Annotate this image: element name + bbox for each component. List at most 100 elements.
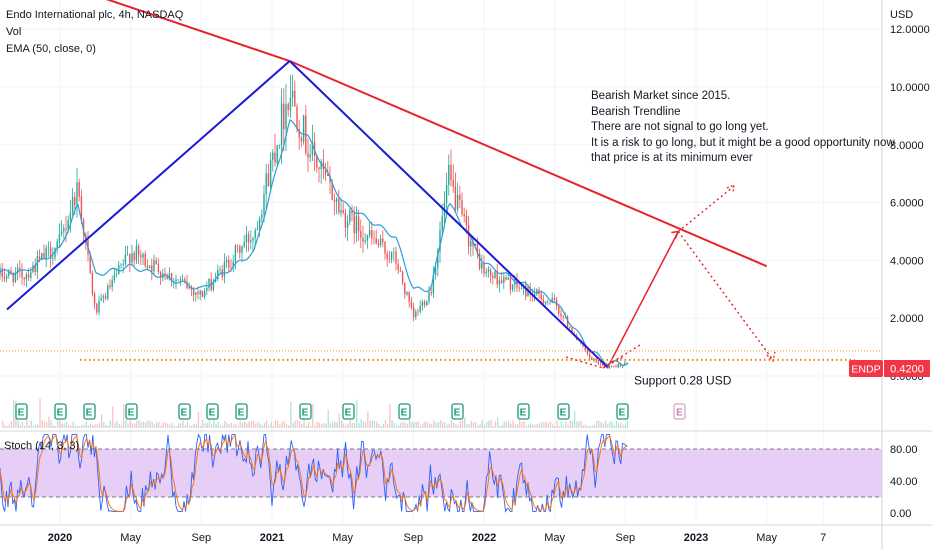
volume-bar — [107, 425, 109, 428]
volume-bar — [120, 424, 123, 428]
volume-bar — [571, 420, 574, 428]
ticker-tag — [849, 360, 883, 377]
candle-body — [476, 243, 479, 254]
volume-bar — [439, 420, 442, 428]
volume-bar — [142, 421, 145, 428]
candle-body — [96, 303, 98, 313]
candle-body — [520, 288, 523, 290]
volume-bar — [189, 425, 191, 428]
candle-body — [247, 234, 250, 243]
earnings-marker — [299, 403, 312, 420]
candle-body — [419, 305, 421, 312]
volume-bar — [541, 422, 543, 428]
candle-body — [617, 363, 619, 368]
stoch-tick-label: 40.00 — [890, 476, 918, 488]
candle-body — [131, 253, 133, 263]
candle-body — [203, 291, 206, 297]
volume-bar — [235, 423, 237, 428]
candle-body — [351, 210, 353, 214]
candle-body — [267, 173, 270, 187]
candle-body — [201, 290, 204, 297]
candle-body — [100, 297, 102, 301]
candle-body — [388, 258, 391, 260]
volume-bar — [382, 424, 384, 428]
volume-bar — [567, 424, 569, 428]
volume-bar — [239, 421, 241, 428]
volume-bar — [41, 420, 43, 428]
candle-body — [65, 228, 67, 230]
volume-bar — [486, 421, 488, 428]
volume-bar — [294, 420, 296, 428]
volume-bar — [569, 420, 571, 428]
candle-body — [142, 253, 144, 258]
volume-bar — [448, 423, 450, 428]
earnings-letter: E — [86, 408, 93, 419]
volume-bar — [384, 420, 387, 428]
volume-bar — [272, 425, 274, 428]
candle-body — [252, 237, 254, 241]
stoch-k-line — [0, 433, 628, 513]
candle-body — [23, 277, 25, 280]
volume-bar — [162, 422, 164, 428]
candle-body — [401, 271, 404, 284]
volume-bar — [224, 421, 226, 428]
candle-body — [509, 277, 512, 290]
volume-bar — [158, 421, 160, 428]
volume-bar — [415, 421, 417, 428]
volume-bar — [323, 423, 325, 428]
earnings-letter: E — [345, 408, 352, 419]
candle-body — [153, 260, 155, 272]
volume-bar — [461, 420, 464, 428]
candle-body — [452, 179, 454, 187]
earnings-letter: E — [619, 408, 626, 419]
volume-bar — [325, 423, 327, 428]
candle-body — [423, 301, 426, 306]
candle-body — [159, 272, 162, 279]
candle-body — [467, 225, 470, 247]
candle-body — [428, 292, 430, 302]
note-line: Bearish Trendline — [591, 105, 681, 118]
volume-bar — [246, 422, 248, 428]
volume-bar — [560, 421, 563, 428]
candle-body — [434, 267, 437, 275]
volume-bar — [19, 425, 21, 428]
candle-body — [69, 212, 72, 221]
candle-body — [368, 229, 371, 236]
candle-body — [437, 251, 439, 268]
volume-bar — [587, 425, 589, 428]
candle-body — [256, 229, 259, 231]
price-axis[interactable]: 12.0000 10.0000 8.0000 6.0000 4.0000 2.0000 0.… — [890, 24, 930, 520]
volume-bar — [312, 404, 314, 428]
volume-bar — [422, 423, 424, 428]
candle-body — [168, 273, 171, 280]
volume-bar — [123, 404, 125, 428]
candle-body — [498, 280, 501, 285]
earnings-marker — [178, 403, 191, 420]
candle-body — [8, 270, 10, 276]
price-value: 0.4200 — [890, 364, 924, 376]
candle-body — [74, 197, 76, 206]
time-axis[interactable]: 2020 May Sep 2021 May Sep 2022 May Sep 2023 May 7 — [48, 532, 827, 544]
candle-body — [412, 307, 415, 318]
candle-body — [353, 213, 355, 234]
candle-body — [38, 256, 41, 260]
candle-body — [503, 277, 505, 283]
volume-bar — [490, 420, 492, 428]
candle-body — [274, 152, 276, 163]
candle-body — [309, 154, 311, 158]
volume-bar — [202, 420, 204, 428]
volume-bar — [314, 425, 316, 428]
volume-bar — [563, 425, 565, 428]
volume-bar — [169, 424, 171, 428]
candle-body — [355, 216, 358, 234]
volume-bar — [373, 420, 376, 428]
volume-bar — [255, 423, 257, 428]
candle-body — [109, 285, 111, 288]
earnings-letter: E — [209, 408, 216, 419]
candle-body — [549, 301, 551, 303]
candle-body — [212, 281, 215, 290]
candle-body — [5, 275, 8, 279]
volume-bar — [277, 420, 279, 428]
volume-bar — [160, 425, 162, 428]
